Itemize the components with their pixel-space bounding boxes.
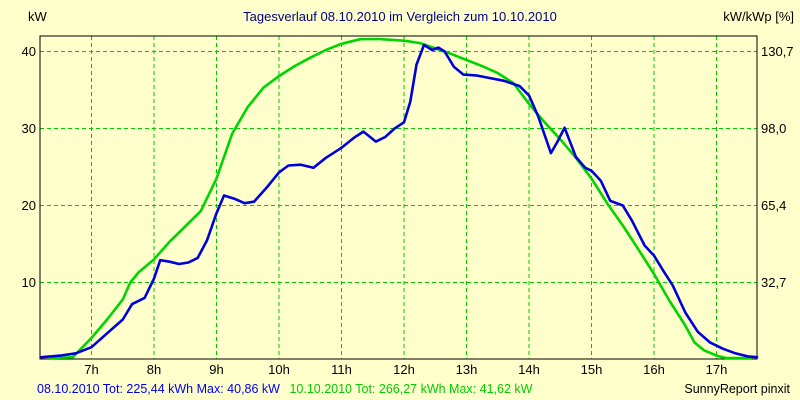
y-tick-right: 130,7 xyxy=(761,43,794,59)
left-axis-unit-label: kW xyxy=(28,9,47,24)
x-tick: 8h xyxy=(146,362,162,377)
x-tick: 15h xyxy=(580,362,603,377)
x-tick: 14h xyxy=(518,362,540,377)
x-tick: 10h xyxy=(268,362,290,377)
series-line-08.10.2010 xyxy=(40,43,759,359)
y-tick-right: 65,4 xyxy=(761,197,787,213)
x-tick: 16h xyxy=(643,362,665,377)
x-tick: 9h xyxy=(209,362,224,377)
y-tick-left: 30 xyxy=(21,120,36,136)
chart-title: Tagesverlauf 08.10.2010 im Vergleich zum… xyxy=(243,9,557,24)
app-credit: SunnyReport pinxit xyxy=(684,382,790,396)
x-tick: 13h xyxy=(455,362,478,377)
x-tick: 11h xyxy=(331,362,352,377)
footer-summary: 08.10.2010 Tot: 225,44 kWh Max: 40,86 kW… xyxy=(37,382,532,396)
y-tick-left: 40 xyxy=(21,43,36,59)
x-tick: 7h xyxy=(84,362,99,377)
series1-summary: 08.10.2010 Tot: 225,44 kWh Max: 40,86 kW xyxy=(37,382,280,396)
y-tick-left: 20 xyxy=(21,197,36,213)
plot-border xyxy=(39,35,758,360)
series2-summary: 10.10.2010 Tot: 266,27 kWh Max: 41,62 kW xyxy=(289,382,533,396)
series-line-10.10.2010 xyxy=(49,37,753,360)
x-tick: 17h xyxy=(705,362,728,377)
x-tick: 12h xyxy=(393,362,415,377)
y-tick-left: 10 xyxy=(21,274,36,290)
y-tick-right: 32,7 xyxy=(761,274,787,290)
y-tick-right: 98,0 xyxy=(761,120,787,136)
right-axis-unit-label: kW/kWp [%] xyxy=(723,9,794,24)
